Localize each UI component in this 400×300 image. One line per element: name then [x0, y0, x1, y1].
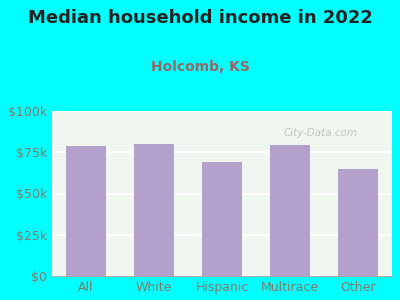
Bar [270, 145, 310, 276]
Text: Median household income in 2022: Median household income in 2022 [28, 9, 372, 27]
Bar [338, 169, 378, 276]
Text: Holcomb, KS: Holcomb, KS [150, 60, 250, 74]
Bar [202, 162, 242, 276]
Text: City-Data.com: City-Data.com [283, 128, 357, 137]
Bar [66, 146, 106, 276]
Bar [134, 144, 174, 276]
